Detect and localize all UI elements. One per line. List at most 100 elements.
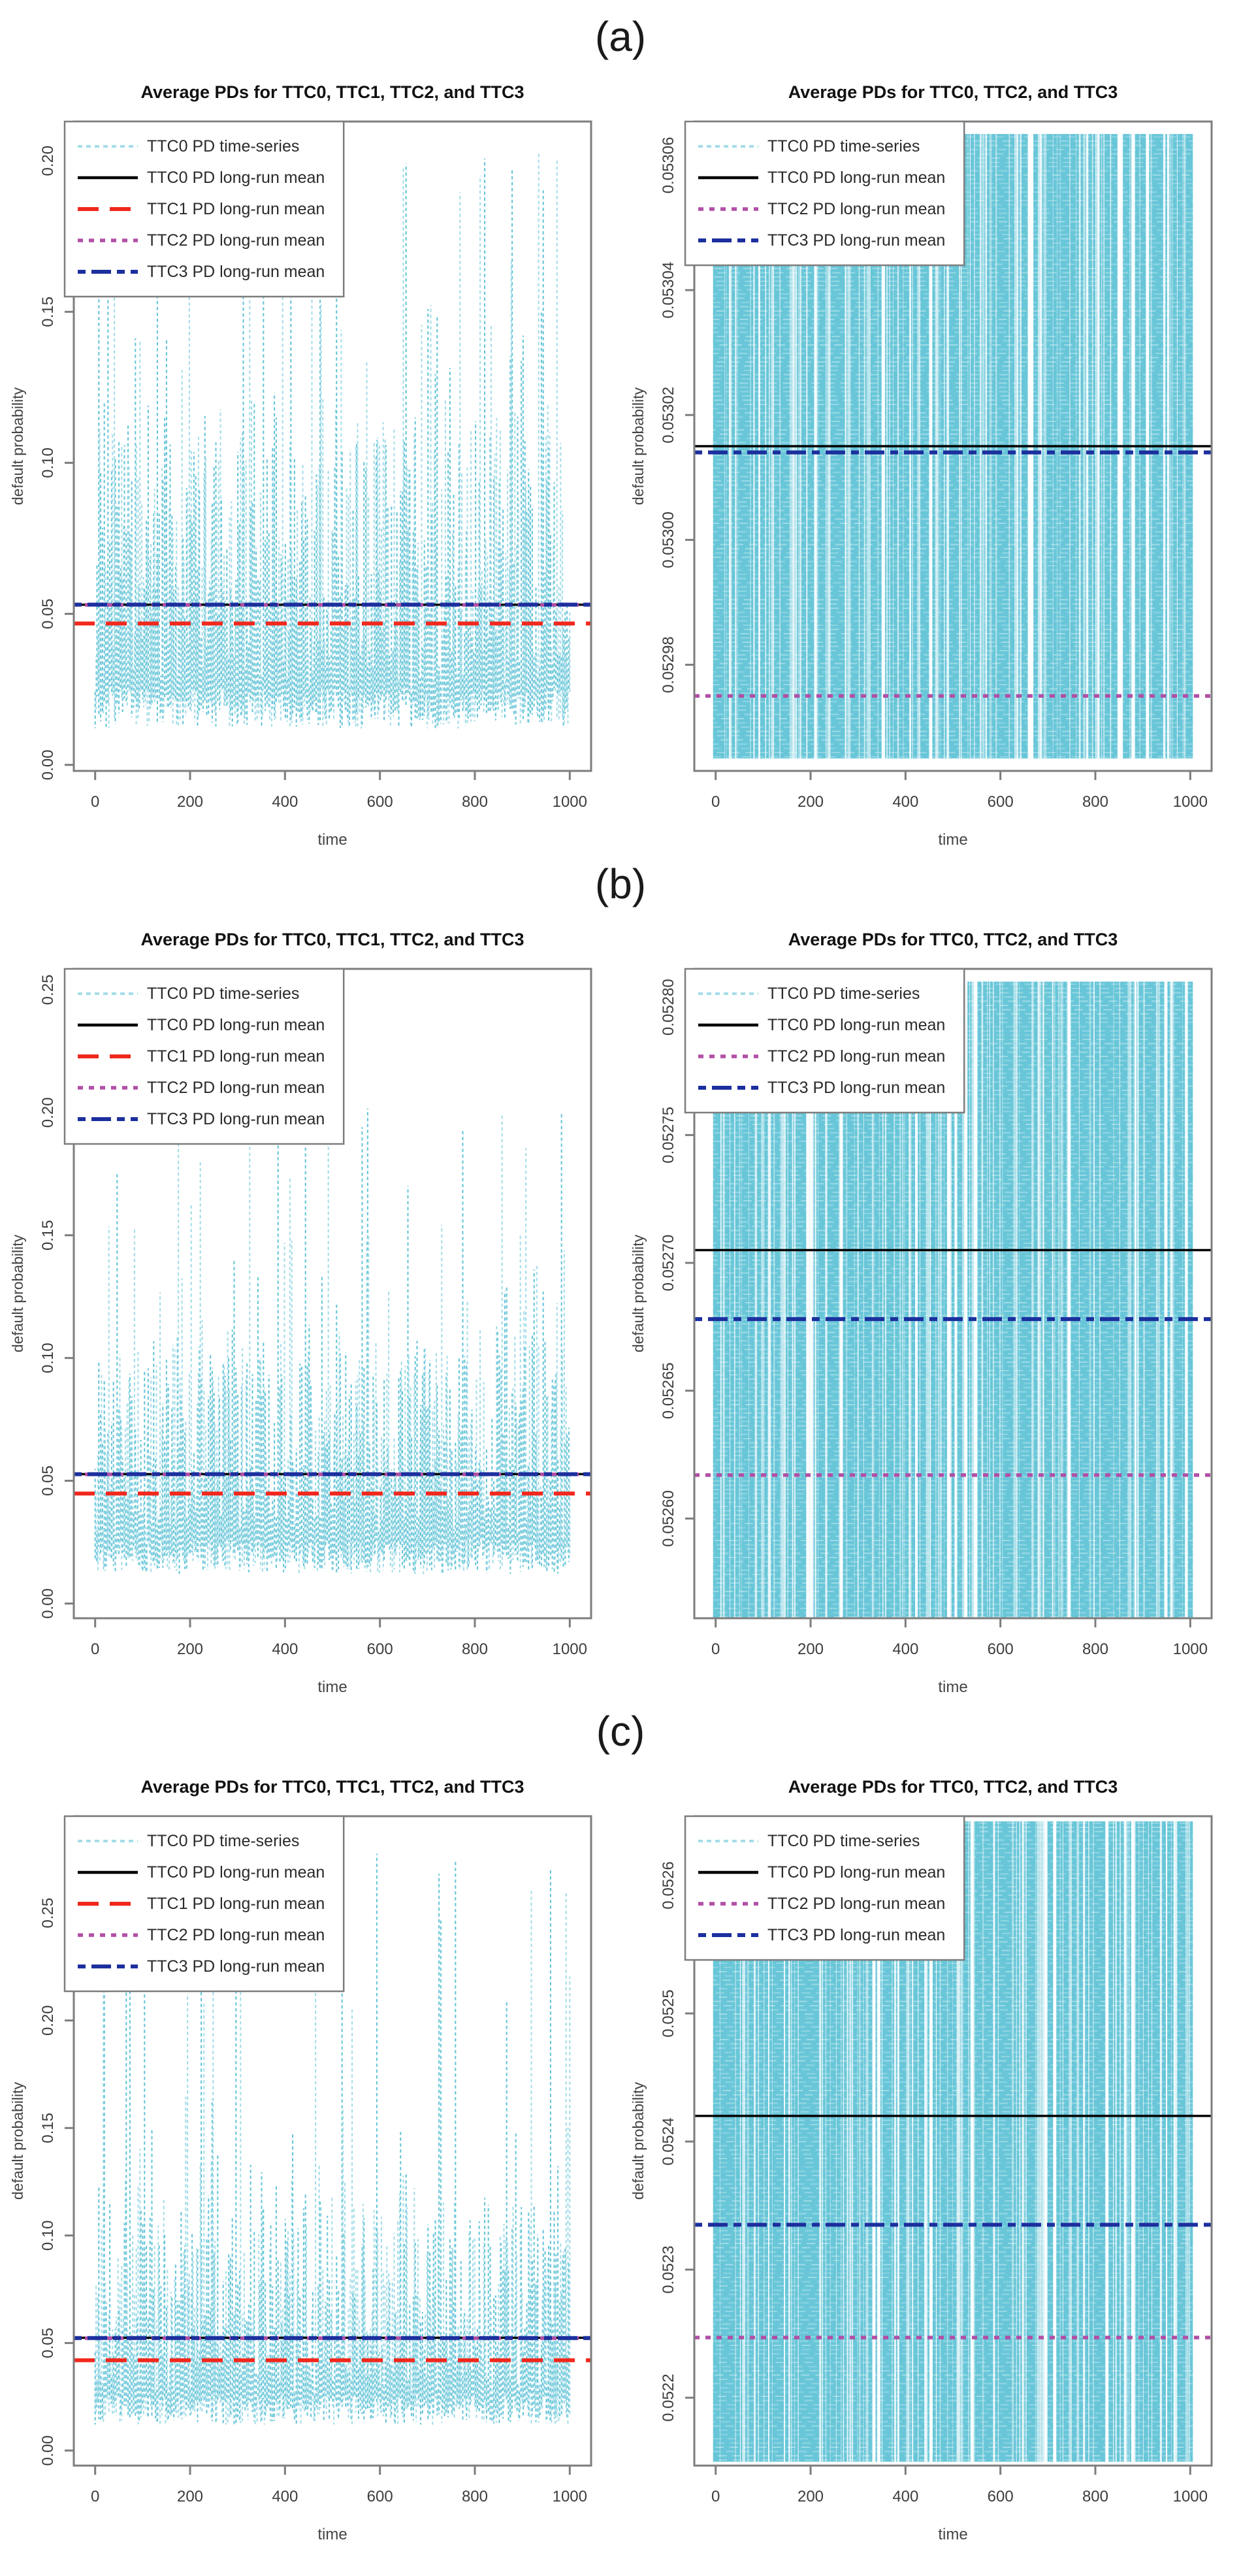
y-tick-label: 0.05260 <box>660 1490 677 1547</box>
y-tick-label: 0.15 <box>39 2113 57 2144</box>
y-axis: 0.00 0.05 0.10 0.15 0.20 default probability <box>9 146 74 780</box>
y-tick-label: 0.05306 <box>660 137 677 194</box>
y-axis: 0.0522 0.0523 0.0524 0.0525 0.0526 default pr… <box>630 1861 694 2422</box>
y-tick-label: 0.05 <box>39 2328 57 2358</box>
legend-label: TTC0 PD time-series <box>767 1832 920 1850</box>
x-tick-label: 400 <box>892 2488 918 2505</box>
x-axis-title: time <box>938 2526 967 2543</box>
y-axis-title: default probability <box>9 1234 26 1352</box>
panel-c-charts-row: Average PDs for TTC0, TTC1, TTC2, and TT… <box>0 1759 1241 2546</box>
chart-svg-a-left: Average PDs for TTC0, TTC1, TTC2, and TT… <box>9 82 592 849</box>
x-tick-label: 0 <box>91 1640 99 1658</box>
x-axis: 0 200 400 600 800 1000 time <box>711 1618 1208 1696</box>
y-tick-label: 0.15 <box>39 1220 57 1250</box>
legend-label: TTC0 PD long-run mean <box>767 1863 945 1882</box>
mean-lines <box>694 445 1212 698</box>
legend-label: TTC0 PD long-run mean <box>147 1016 325 1034</box>
legend-label: TTC0 PD time-series <box>147 137 299 155</box>
y-tick-label: 0.05302 <box>660 387 677 444</box>
legend-label: TTC1 PD long-run mean <box>147 200 325 218</box>
y-tick-label: 0.20 <box>39 146 57 176</box>
y-tick-label: 0.15 <box>39 297 57 327</box>
x-tick-label: 400 <box>892 1640 918 1658</box>
y-tick-label: 0.0523 <box>660 2245 677 2293</box>
y-tick-label: 0.00 <box>39 1588 57 1619</box>
x-axis-title: time <box>317 1678 347 1696</box>
y-axis-title: default probability <box>630 387 647 505</box>
x-tick-label: 400 <box>272 2488 298 2505</box>
x-tick-label: 200 <box>798 793 824 811</box>
panel-b: (b) Average PDs for TTC0, TTC1, TTC2, an… <box>0 856 1241 1699</box>
y-tick-label: 0.20 <box>39 2005 57 2036</box>
y-axis-title: default probability <box>630 1234 647 1352</box>
x-tick-label: 400 <box>892 793 918 811</box>
x-tick-label: 1000 <box>553 793 587 811</box>
chart-b-left: Average PDs for TTC0, TTC1, TTC2, and TT… <box>7 911 613 1699</box>
chart-title: Average PDs for TTC0, TTC1, TTC2, and TT… <box>140 82 524 102</box>
y-tick-label: 0.0526 <box>660 1861 677 1909</box>
x-tick-label: 0 <box>91 793 99 811</box>
legend-label: TTC2 PD long-run mean <box>147 1079 325 1097</box>
x-axis: 0 200 400 600 800 1000 time <box>91 771 587 849</box>
x-tick-label: 600 <box>367 1640 393 1658</box>
legend-label: TTC3 PD long-run mean <box>147 1110 325 1128</box>
y-tick-label: 0.05304 <box>660 262 677 319</box>
x-tick-label: 0 <box>711 1640 720 1658</box>
x-tick-label: 800 <box>1082 2488 1108 2505</box>
x-tick-label: 200 <box>798 2488 824 2505</box>
x-tick-label: 0 <box>91 2488 99 2505</box>
legend: TTC0 PD time-series TTC0 PD long-run mean… <box>63 968 345 1145</box>
x-tick-label: 600 <box>988 2488 1014 2505</box>
x-tick-label: 800 <box>462 2488 488 2505</box>
legend-label: TTC0 PD time-series <box>147 985 299 1003</box>
y-axis: 0.05298 0.05300 0.05302 0.05304 0.05306 defau… <box>630 137 694 693</box>
x-tick-label: 800 <box>1082 1640 1108 1658</box>
x-tick-label: 200 <box>177 2488 203 2505</box>
legend-label: TTC0 PD long-run mean <box>767 169 945 187</box>
y-tick-label: 0.05275 <box>660 1107 677 1164</box>
y-tick-label: 0.05300 <box>660 512 677 568</box>
chart-b-right: Average PDs for TTC0, TTC2, and TTC3 0 200… <box>628 911 1234 1699</box>
x-tick-label: 1000 <box>553 2488 587 2505</box>
y-tick-label: 0.00 <box>39 2436 57 2466</box>
legend-label: TTC3 PD long-run mean <box>147 1957 325 1976</box>
legend-box <box>684 1815 965 1961</box>
x-axis: 0 200 400 600 800 1000 time <box>711 2466 1208 2543</box>
legend-box <box>684 968 965 1114</box>
legend: TTC0 PD time-series TTC0 PD long-run mean… <box>684 968 965 1114</box>
chart-title: Average PDs for TTC0, TTC1, TTC2, and TT… <box>140 930 524 949</box>
y-axis: 0.05260 0.05265 0.05270 0.05275 0.05280 defau… <box>630 979 694 1547</box>
legend-label: TTC0 PD time-series <box>767 137 920 155</box>
legend-label: TTC0 PD long-run mean <box>147 1863 325 1882</box>
x-tick-label: 200 <box>798 1640 824 1658</box>
y-axis-title: default probability <box>9 2081 26 2200</box>
x-tick-label: 600 <box>367 2488 393 2505</box>
y-tick-label: 0.00 <box>39 749 57 780</box>
y-tick-label: 0.25 <box>39 975 57 1005</box>
chart-svg-b-left: Average PDs for TTC0, TTC1, TTC2, and TT… <box>9 930 592 1696</box>
x-axis-title: time <box>938 831 967 849</box>
panel-a: (a) Average PDs for TTC0, TTC1, TTC2, an… <box>0 9 1241 851</box>
panel-b-charts-row: Average PDs for TTC0, TTC1, TTC2, and TT… <box>0 911 1241 1699</box>
y-tick-label: 0.20 <box>39 1097 57 1128</box>
x-tick-label: 1000 <box>553 1640 587 1658</box>
mean-lines <box>74 1472 591 1496</box>
x-tick-label: 200 <box>177 1640 203 1658</box>
chart-c-left: Average PDs for TTC0, TTC1, TTC2, and TT… <box>7 1759 613 2546</box>
y-tick-label: 0.05 <box>39 598 57 629</box>
y-tick-label: 0.05270 <box>660 1235 677 1292</box>
chart-title: Average PDs for TTC0, TTC1, TTC2, and TT… <box>140 1777 524 1797</box>
x-tick-label: 400 <box>272 1640 298 1658</box>
mean-lines <box>694 2115 1212 2340</box>
chart-a-right: Average PDs for TTC0, TTC2, and TTC3 0 200… <box>628 64 1234 851</box>
x-axis: 0 200 400 600 800 1000 time <box>711 771 1208 849</box>
chart-svg-b-right: Average PDs for TTC0, TTC2, and TTC3 0 200… <box>630 930 1213 1696</box>
chart-svg-c-left: Average PDs for TTC0, TTC1, TTC2, and TT… <box>9 1777 592 2543</box>
x-tick-label: 1000 <box>1173 1640 1208 1658</box>
x-tick-label: 600 <box>988 1640 1014 1658</box>
x-tick-label: 800 <box>462 1640 488 1658</box>
y-tick-label: 0.05 <box>39 1465 57 1496</box>
x-tick-label: 800 <box>462 793 488 811</box>
chart-title: Average PDs for TTC0, TTC2, and TTC3 <box>788 1777 1118 1797</box>
